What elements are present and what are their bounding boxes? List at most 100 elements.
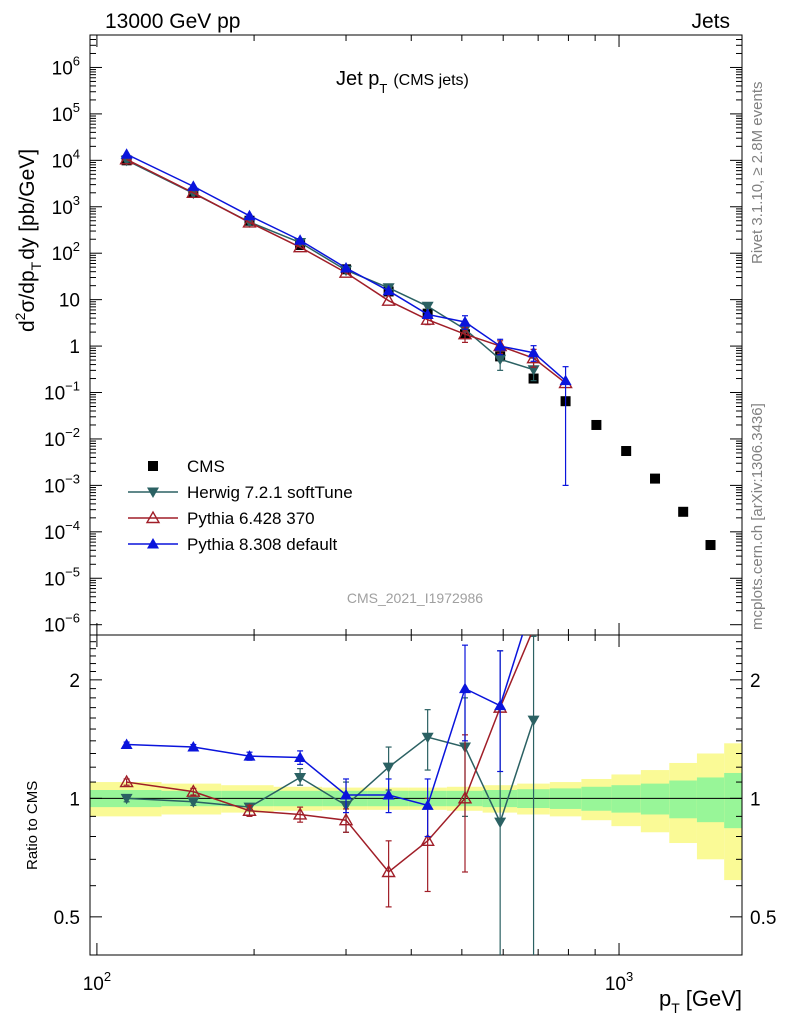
y-tick-label-top-base: 10 xyxy=(44,523,65,544)
xlabel-b: [GeV] xyxy=(686,986,742,1011)
y-tick-label-top-exp: −1 xyxy=(65,379,80,394)
x-tick-label: 102 xyxy=(83,969,111,995)
ratio-point xyxy=(292,807,308,820)
y-tick-label-top-exp: −5 xyxy=(65,564,80,579)
y-tick-label-top-base: 10 xyxy=(52,105,73,126)
ratio-point xyxy=(421,799,434,810)
y-axis-label-bottom: Ratio to CMS xyxy=(24,781,41,870)
ratio-point xyxy=(186,784,201,797)
ratio-series xyxy=(119,635,532,908)
ratio-point xyxy=(338,812,354,826)
y-tick-label-top: 106 xyxy=(52,53,80,79)
side-mcplots-text: mcplots.cern.ch [arXiv:1306.3436] xyxy=(749,403,766,630)
y-tick-label-top: 10 xyxy=(59,291,80,312)
y-tick-label-bottom-right: 1 xyxy=(750,789,761,810)
y-tick-label-top-exp: −4 xyxy=(65,518,80,533)
ratio-band-green xyxy=(724,772,742,829)
y-tick-label-bottom-left: 0.5 xyxy=(54,908,80,929)
mc-point xyxy=(294,234,307,245)
ratio-point xyxy=(420,833,435,847)
y-axis-label-top: d2σ/dpTdy [pb/GeV] xyxy=(12,149,44,332)
legend-label: CMS xyxy=(187,457,225,476)
analysis-watermark: CMS_2021_I1972986 xyxy=(347,590,483,606)
y-tick-label-top: 10−4 xyxy=(44,518,80,544)
data-point xyxy=(591,419,602,430)
y-tick-label-top: 10−3 xyxy=(44,471,80,497)
mc-point xyxy=(243,209,256,221)
mc-point xyxy=(242,215,257,228)
y-tick-label-bottom-right: 0.5 xyxy=(750,908,776,929)
mc-point xyxy=(187,180,200,191)
y-tick-label-top-exp: 2 xyxy=(73,239,80,254)
ratio-point xyxy=(119,774,134,788)
axis-ticks xyxy=(90,34,742,956)
series-line-top xyxy=(126,158,567,384)
x-tick-label-exp: 2 xyxy=(104,969,111,984)
ratio-point xyxy=(494,817,507,829)
mc-point xyxy=(340,262,353,273)
y-tick-label-top: 10−1 xyxy=(44,379,80,405)
y-tick-label-bottom-right: 2 xyxy=(750,671,761,692)
ratio-band-green xyxy=(640,783,670,815)
ylabel-top-sub: T xyxy=(28,261,44,270)
y-tick-label-top: 10−6 xyxy=(44,611,80,637)
y-tick-label-top: 105 xyxy=(52,100,80,126)
y-tick-label-top-base: 10 xyxy=(52,198,73,219)
ratio-series xyxy=(120,635,524,838)
series-line-top xyxy=(126,159,534,371)
y-tick-label-top-base: 10 xyxy=(52,244,73,265)
mc-point xyxy=(527,346,540,358)
ratio-point xyxy=(187,797,200,808)
legend-label: Pythia 8.308 default xyxy=(187,535,338,554)
data-point xyxy=(650,473,661,484)
y-tick-label-top-base: 10 xyxy=(52,151,73,172)
ratio-band-green xyxy=(696,777,725,823)
data-point xyxy=(621,446,632,457)
y-tick-label-top-base: 10 xyxy=(44,569,65,590)
y-tick-label-top: 10−5 xyxy=(44,564,80,590)
legend-label: Herwig 7.2.1 softTune xyxy=(187,483,353,502)
y-tick-label-bottom-left: 2 xyxy=(69,671,80,692)
mc-point xyxy=(381,293,396,306)
x-tick-label: 103 xyxy=(605,969,633,995)
legend-marker xyxy=(147,538,159,549)
header-left: 13000 GeV pp xyxy=(105,10,240,33)
y-tick-label-top-exp: −6 xyxy=(65,611,80,626)
y-tick-label-top: 102 xyxy=(52,239,80,265)
ratio-point xyxy=(294,751,307,762)
mc-point xyxy=(459,315,472,327)
mc-point xyxy=(292,239,308,253)
ratio-point xyxy=(457,790,473,804)
legend-marker xyxy=(147,487,159,498)
x-axis-label: pT [GeV] xyxy=(659,986,742,1016)
legend: CMS Herwig 7.2.1 softTune Pythia 6.428 370… xyxy=(128,457,353,554)
y-tick-label-top: 104 xyxy=(52,146,80,172)
mc-point xyxy=(421,308,434,319)
side-rivet-text: Rivet 3.1.10, ≥ 2.8M events xyxy=(749,82,766,265)
ratio-point xyxy=(243,750,256,761)
mc-point xyxy=(559,374,572,386)
y-tick-label-bottom-left: 1 xyxy=(69,789,80,810)
series-line-ratio xyxy=(126,719,535,825)
y-tick-label-top-base: 10 xyxy=(59,291,80,312)
y-tick-label-top-base: 10 xyxy=(44,476,65,497)
ratio-band-green xyxy=(669,780,697,819)
y-tick-label-top-exp: 4 xyxy=(73,146,80,161)
chart-title-sub: T xyxy=(379,81,387,96)
ratio-point xyxy=(459,682,472,694)
ratio-bands xyxy=(90,743,742,881)
ratio-point xyxy=(381,864,396,878)
mc-point xyxy=(526,350,541,364)
legend-label: Pythia 6.428 370 xyxy=(187,509,315,528)
legend-marker xyxy=(148,461,158,471)
bottom-frame xyxy=(89,634,743,956)
y-tick-label-top-base: 10 xyxy=(52,58,73,79)
ratio-point xyxy=(294,772,307,784)
xlabel-sub: T xyxy=(671,1000,680,1016)
ratio-point xyxy=(494,699,507,711)
chart-title: Jet pT (CMS jets) xyxy=(336,68,469,96)
y-tick-label-top: 103 xyxy=(52,193,80,219)
ratio-point xyxy=(421,732,434,744)
ylabel-top-a: d xyxy=(16,320,39,332)
